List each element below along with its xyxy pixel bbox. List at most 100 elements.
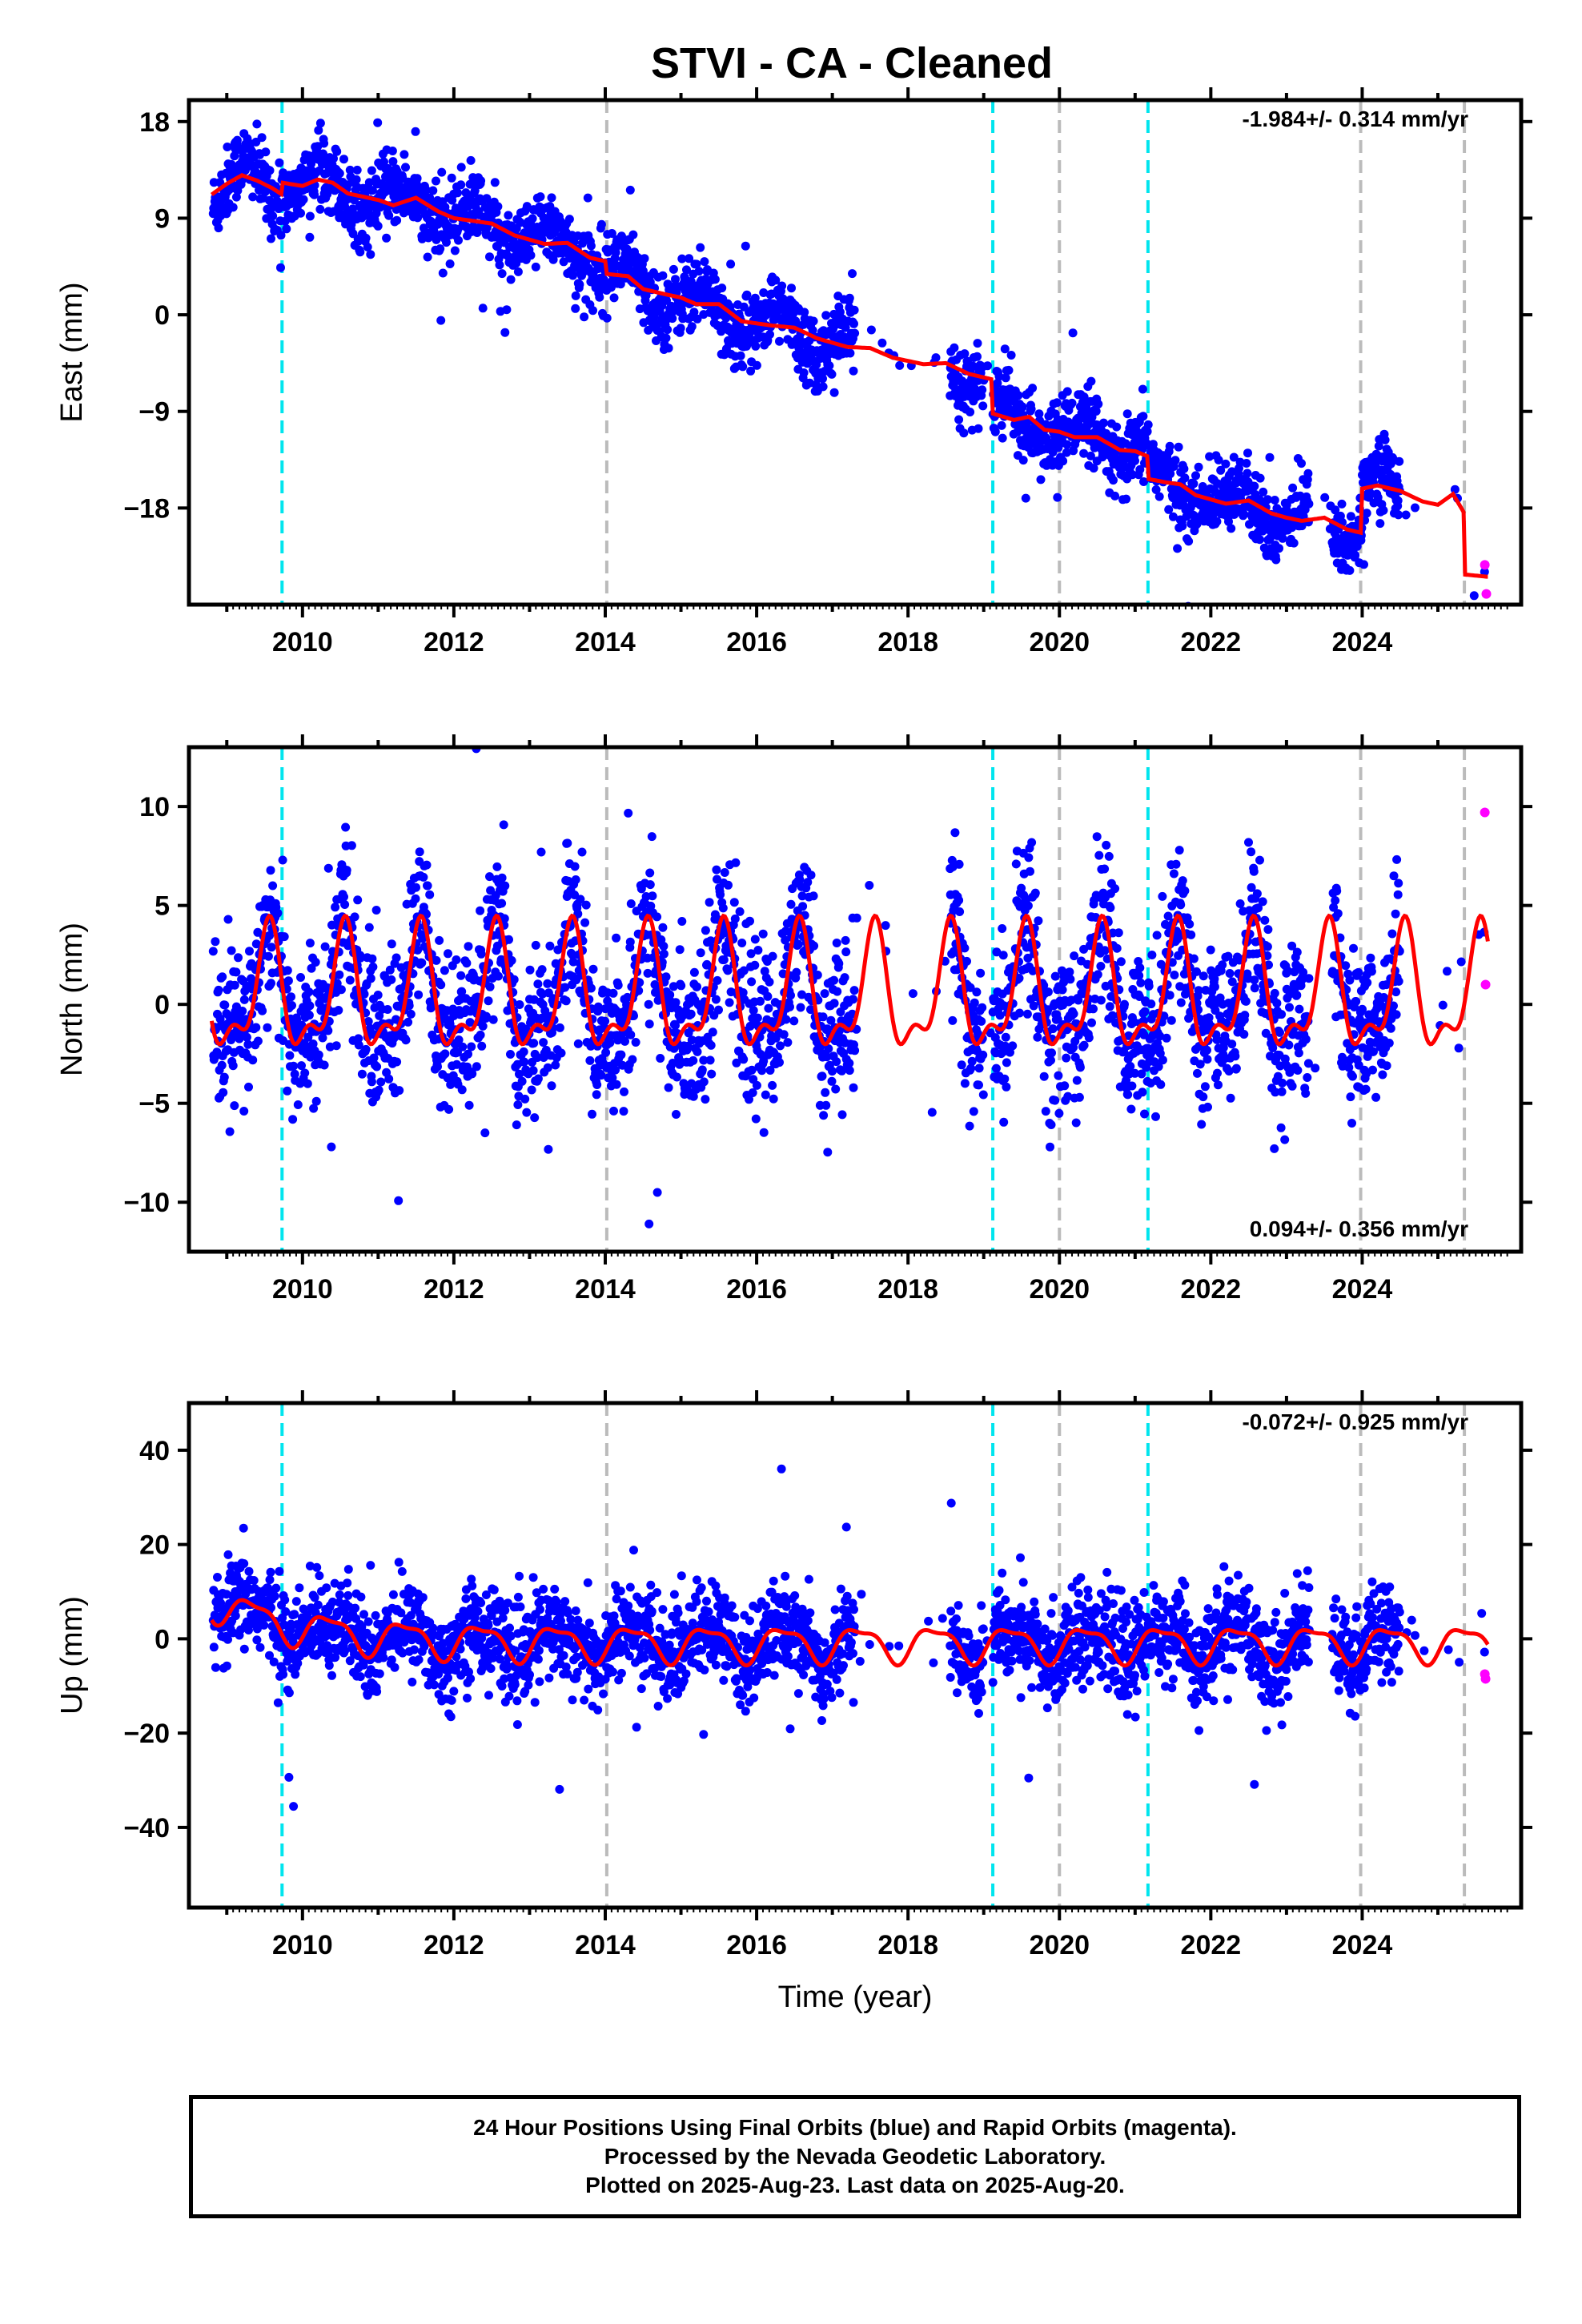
final-orbit-point [429, 228, 439, 238]
final-orbit-point [1151, 485, 1161, 494]
final-orbit-point [462, 959, 472, 968]
final-orbit-point [307, 963, 316, 973]
final-orbit-point [297, 1061, 306, 1071]
final-orbit-point [1198, 482, 1207, 491]
final-orbit-point [588, 964, 598, 974]
final-orbit-point [1018, 402, 1027, 412]
final-orbit-point [799, 368, 809, 377]
final-orbit-point [568, 950, 577, 959]
final-orbit-point [506, 1050, 515, 1059]
final-orbit-point [361, 1044, 371, 1054]
final-orbit-point [717, 283, 727, 293]
final-orbit-point [445, 1019, 455, 1029]
final-orbit-point [517, 1076, 527, 1086]
final-orbit-point [723, 966, 733, 975]
final-orbit-point [1074, 1031, 1083, 1040]
final-orbit-point [954, 859, 964, 869]
final-orbit-point [392, 215, 402, 225]
final-orbit-point [849, 366, 858, 376]
final-orbit-point [447, 173, 456, 183]
final-orbit-point [1203, 1045, 1211, 1055]
final-orbit-point [387, 939, 396, 949]
y-tick-label: 0 [155, 300, 170, 331]
final-orbit-point [769, 1094, 778, 1104]
final-orbit-point [1206, 945, 1215, 955]
final-orbit-point [756, 1050, 765, 1059]
final-orbit-point [367, 166, 376, 175]
final-orbit-point [592, 1080, 602, 1089]
final-orbit-point [304, 987, 314, 997]
final-orbit-point [710, 275, 720, 284]
final-orbit-point [1164, 505, 1174, 514]
final-orbit-point [1065, 967, 1074, 977]
final-orbit-point [423, 881, 432, 891]
final-orbit-point [797, 990, 806, 999]
final-orbit-point [363, 243, 372, 251]
final-orbit-point [617, 1060, 627, 1070]
final-orbit-point [664, 1083, 673, 1092]
final-orbit-point [412, 174, 422, 183]
final-orbit-point [464, 1100, 474, 1110]
final-orbit-point [1011, 859, 1021, 869]
final-orbit-point [1178, 876, 1187, 886]
final-orbit-point [318, 1033, 327, 1043]
final-orbit-point [1089, 1004, 1098, 1014]
final-orbit-point [849, 986, 859, 995]
final-orbit-point [1126, 1062, 1135, 1071]
final-orbit-point [602, 313, 612, 323]
final-orbit-point [689, 1092, 698, 1101]
final-orbit-point [531, 940, 540, 950]
final-orbit-point [592, 1090, 601, 1100]
y-tick-label: −9 [139, 397, 170, 428]
final-orbit-point [1075, 1063, 1085, 1072]
final-orbit-point [1023, 953, 1033, 963]
final-orbit-point [1046, 1055, 1055, 1065]
final-orbit-point [1074, 995, 1083, 1005]
final-orbit-point [658, 923, 668, 932]
final-orbit-point [484, 996, 493, 1006]
final-orbit-point [1053, 1015, 1062, 1024]
final-orbit-point [648, 891, 657, 901]
final-orbit-point [1069, 1009, 1078, 1019]
x-tick-label: 2022 [1181, 627, 1242, 657]
final-orbit-point [527, 1085, 536, 1095]
final-orbit-point [865, 881, 874, 890]
final-orbit-point [422, 860, 432, 870]
final-orbit-point [476, 1030, 485, 1039]
final-orbit-point [1100, 946, 1110, 955]
final-orbit-point [739, 966, 749, 975]
final-orbit-point [803, 878, 813, 887]
final-orbit-point [315, 119, 325, 128]
final-orbit-point [580, 918, 590, 927]
final-orbit-point [452, 955, 461, 964]
final-orbit-point [268, 881, 278, 891]
final-orbit-point [568, 957, 578, 967]
final-orbit-point [391, 953, 401, 963]
final-orbit-point [208, 947, 218, 956]
final-orbit-point [1194, 986, 1203, 995]
final-orbit-point [265, 166, 275, 175]
final-orbit-point [251, 1023, 261, 1032]
final-orbit-point [1036, 475, 1046, 485]
final-orbit-point [647, 832, 656, 842]
final-orbit-point [227, 159, 236, 169]
final-orbit-point [452, 1059, 461, 1069]
final-orbit-point [595, 292, 604, 302]
final-orbit-point [472, 228, 482, 237]
final-orbit-point [625, 185, 635, 195]
final-orbit-point [764, 1003, 773, 1013]
final-orbit-point [305, 232, 315, 242]
final-orbit-point [732, 1058, 741, 1068]
final-orbit-point [1184, 537, 1194, 546]
final-orbit-point [652, 1188, 662, 1197]
final-orbit-point [573, 909, 583, 919]
final-orbit-point [1227, 467, 1237, 476]
final-orbit-point [716, 890, 725, 899]
final-orbit-point [753, 946, 763, 955]
final-orbit-point [818, 382, 828, 392]
final-orbit-point [331, 1041, 341, 1051]
final-orbit-point [1058, 456, 1068, 466]
final-orbit-point [219, 1072, 229, 1082]
final-orbit-point [1170, 971, 1179, 979]
